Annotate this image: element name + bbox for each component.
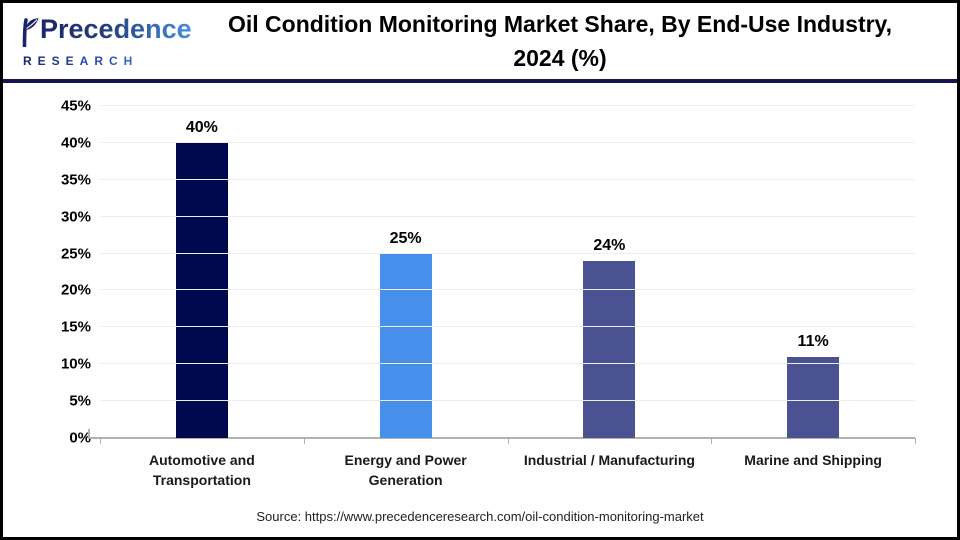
- bar-slot: 24%: [508, 106, 712, 438]
- plot-area: 40% 25% 24% 11%: [88, 105, 916, 444]
- gridline: [100, 215, 915, 217]
- bar: [787, 356, 840, 438]
- category-label: Industrial / Manufacturing: [523, 452, 695, 468]
- gridline: [100, 363, 915, 365]
- gridline: [100, 178, 915, 180]
- y-axis-tick-label: 20%: [60, 281, 91, 299]
- bar-value-label: 24%: [593, 236, 626, 254]
- y-axis-tick-label: 0%: [69, 429, 91, 447]
- source-note: Source: https://www.precedenceresearch.c…: [256, 509, 704, 524]
- chart-title-line-2: 2024 (%): [513, 45, 607, 71]
- y-axis-tick-label: 25%: [60, 245, 91, 263]
- bar-slot: 25%: [304, 106, 508, 438]
- y-axis: 0% 5% 10% 15% 20% 25% 30% 35% 40% 45%: [3, 98, 91, 447]
- y-axis-tick-label: 15%: [60, 318, 91, 336]
- x-axis-tick: [100, 438, 101, 444]
- category-label: Energy and Power Generation: [344, 452, 467, 489]
- y-axis-tick-label: 10%: [60, 355, 91, 373]
- logo-text-precedence: Precedence: [40, 13, 192, 44]
- chart-area: 0% 5% 10% 15% 20% 25% 30% 35% 40% 45% 40% 25% 24% 11…: [3, 87, 957, 537]
- bar: [379, 253, 432, 438]
- logo-text-research: RESEARCH: [23, 55, 173, 67]
- category-label: Marine and Shipping: [744, 452, 882, 468]
- header: Precedence RESEARCH Oil Condition Monito…: [3, 3, 957, 83]
- y-axis-tick-label: 30%: [60, 208, 91, 226]
- x-axis-tick: [507, 438, 509, 444]
- bar-slot: 40%: [100, 106, 304, 438]
- bar-value-label: 40%: [185, 118, 218, 136]
- x-axis-line: [88, 437, 915, 439]
- bar: [583, 260, 636, 438]
- y-axis-tick-label: 40%: [60, 134, 91, 152]
- chart-title: Oil Condition Monitoring Market Share, B…: [173, 7, 957, 76]
- x-axis-tick: [915, 438, 916, 444]
- gridline: [100, 105, 915, 106]
- y-axis-tick-label: 5%: [69, 392, 91, 410]
- gridline: [100, 141, 915, 143]
- x-axis-tick: [303, 438, 305, 444]
- leaf-icon: [19, 17, 39, 52]
- y-axis-tick-label: 35%: [60, 171, 91, 189]
- y-axis-tick-stub: [88, 429, 90, 438]
- gridline: [100, 400, 915, 402]
- x-axis-tick: [711, 438, 713, 444]
- category-label: Automotive and Transportation: [148, 452, 255, 489]
- gridline: [100, 289, 915, 291]
- gridline: [100, 252, 915, 254]
- brand-logo: Precedence RESEARCH: [3, 15, 192, 67]
- bar-slot: 11%: [711, 106, 915, 438]
- logo-row: Precedence: [19, 15, 192, 52]
- bars-row: 40% 25% 24% 11%: [100, 106, 915, 438]
- bar-value-label: 25%: [389, 229, 422, 247]
- bar-value-label: 11%: [797, 332, 829, 350]
- gridline: [100, 326, 915, 328]
- category-row: Automotive and Transportation Energy and …: [100, 450, 915, 491]
- y-axis-tick-label: 45%: [60, 97, 91, 115]
- chart-title-line-1: Oil Condition Monitoring Market Share, B…: [227, 10, 893, 37]
